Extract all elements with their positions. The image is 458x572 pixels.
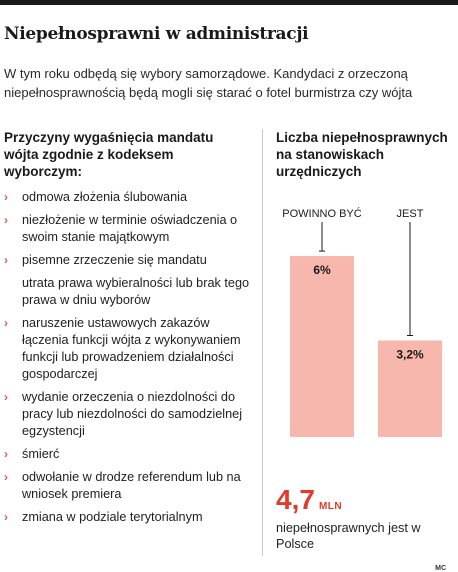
stat-unit: MLN <box>318 501 343 512</box>
chevron-right-icon: › <box>4 190 8 204</box>
value-label-0: 6% <box>313 263 331 277</box>
list-item-text: odwołanie w drodze referendum lub na wni… <box>22 470 241 501</box>
list-item: › odmowa złożenia ślubowania <box>4 189 250 206</box>
value-label-1: 3,2% <box>396 348 424 362</box>
list-item: utrata prawa wybieralności lub brak tego… <box>4 275 250 309</box>
category-label-1: JEST <box>397 208 424 220</box>
list-item-text: zmiana w podziale terytorialnym <box>22 510 203 524</box>
chevron-right-icon: › <box>4 253 8 267</box>
list-item-text: wydanie orzeczenia o niezdolności do pra… <box>22 390 243 438</box>
list-item: › odwołanie w drodze referendum lub na wn… <box>4 469 250 503</box>
list-item: › naruszenie ustawowych zakazów łączenia … <box>4 315 250 383</box>
chevron-right-icon: › <box>4 390 8 404</box>
stat-value: 4,7 <box>276 484 315 515</box>
category-label-0: POWINNO BYĆ <box>282 207 362 220</box>
stat-caption: niepełnosprawnych jest w Polsce <box>276 521 421 551</box>
stat-block: 4,7 MLN niepełnosprawnych jest w Polsce <box>276 484 451 552</box>
chevron-right-icon: › <box>4 510 8 524</box>
list-item: › niezłożenie w terminie oświadczenia o s… <box>4 212 250 246</box>
lead-text: W tym roku odbędą się wybory samorządowe… <box>4 66 413 100</box>
list-item-text: utrata prawa wybieralności lub brak tego… <box>22 276 250 307</box>
list-item-text: śmierć <box>22 447 60 461</box>
list-item: › pisemne zrzeczenie się mandatu <box>4 252 250 269</box>
chevron-right-icon: › <box>4 316 8 330</box>
list-item-text: pisemne zrzeczenie się mandatu <box>22 253 207 267</box>
reasons-panel: Przyczyny wygaśnięcia mandatu wójta zgod… <box>4 129 250 532</box>
chevron-right-icon: › <box>4 470 8 484</box>
chevron-right-icon: › <box>4 213 8 227</box>
credit: MC <box>435 565 446 572</box>
chevron-right-icon: › <box>4 447 8 461</box>
list-item: › zmiana w podziale terytorialnym <box>4 509 250 526</box>
bar-0 <box>290 256 354 437</box>
list-item-text: niezłożenie w terminie oświadczenia o sw… <box>22 213 238 244</box>
reasons-list: › odmowa złożenia ślubowania › niezłożenie … <box>4 189 250 526</box>
bar-1 <box>378 340 442 437</box>
reasons-heading: Przyczyny wygaśnięcia mandatu wójta zgod… <box>4 130 214 179</box>
top-rule <box>0 0 458 5</box>
column-divider <box>262 129 263 556</box>
chart-title: Liczba niepełnosprawnych na stanowiskach… <box>276 130 448 179</box>
list-item: › wydanie orzeczenia o niezdolności do pr… <box>4 389 250 440</box>
list-item: › śmierć <box>4 446 250 463</box>
list-item-text: naruszenie ustawowych zakazów łączenia f… <box>22 316 241 381</box>
list-item-text: odmowa złożenia ślubowania <box>22 190 188 204</box>
chart-panel: Liczba niepełnosprawnych na stanowiskach… <box>262 129 454 572</box>
page-title: Niepełnosprawni w administracji <box>4 24 309 44</box>
bar-chart: POWINNO BYĆ 6% JEST 3,2% <box>282 207 442 437</box>
